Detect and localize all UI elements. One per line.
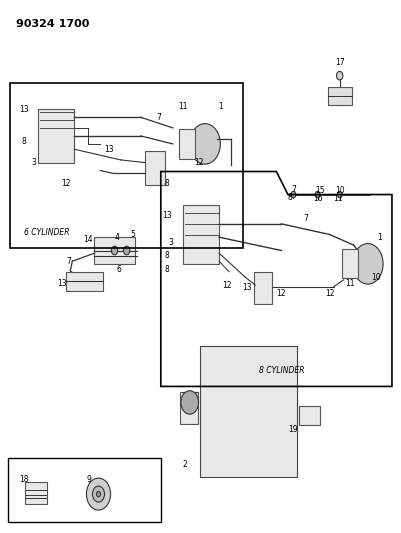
Text: 10: 10	[334, 186, 344, 195]
Text: 6: 6	[116, 265, 121, 273]
Text: 8 CYLINDER: 8 CYLINDER	[259, 366, 304, 375]
Text: 13: 13	[162, 212, 171, 220]
Bar	[38, 109, 74, 163]
Text: 14: 14	[83, 236, 93, 244]
Text: 11: 11	[344, 279, 354, 288]
Bar	[94, 237, 134, 264]
Bar	[182, 205, 219, 264]
Text: 13: 13	[242, 284, 251, 292]
Bar	[10, 83, 243, 248]
Text: 11: 11	[332, 194, 342, 203]
Text: 7: 7	[302, 214, 307, 223]
Bar	[8, 458, 160, 522]
Text: 16: 16	[312, 194, 322, 203]
Text: 3: 3	[168, 238, 173, 247]
Text: 6 CYLINDER: 6 CYLINDER	[24, 228, 69, 237]
Text: 12: 12	[194, 158, 203, 167]
Bar	[178, 129, 194, 159]
Text: 90324 1700: 90324 1700	[16, 19, 89, 29]
Text: 4: 4	[114, 233, 119, 241]
Circle shape	[352, 244, 382, 284]
Circle shape	[111, 246, 117, 255]
Text: 2: 2	[182, 461, 187, 469]
Circle shape	[96, 491, 100, 497]
Circle shape	[92, 486, 104, 502]
Text: 8: 8	[286, 193, 291, 201]
Text: 8: 8	[164, 252, 169, 260]
Text: 10: 10	[370, 273, 380, 281]
Text: 15: 15	[314, 186, 324, 195]
Text: 13: 13	[103, 145, 113, 154]
Bar	[327, 86, 351, 106]
Bar	[341, 249, 357, 278]
Circle shape	[189, 124, 220, 164]
Text: 12: 12	[276, 289, 286, 297]
Text: 13: 13	[19, 105, 29, 114]
Bar	[254, 272, 272, 304]
Text: 12: 12	[222, 281, 231, 289]
Bar	[200, 346, 297, 474]
Text: 7: 7	[290, 185, 295, 193]
Text: 19: 19	[288, 425, 298, 433]
Circle shape	[290, 191, 295, 198]
Text: 17: 17	[334, 58, 344, 67]
Text: 12: 12	[61, 180, 71, 188]
Bar	[299, 406, 319, 425]
Text: 7: 7	[66, 257, 71, 265]
Bar	[66, 272, 102, 291]
Text: 11: 11	[178, 102, 187, 111]
Text: 12: 12	[324, 289, 334, 297]
Bar	[179, 392, 197, 424]
Text: 7: 7	[156, 113, 161, 122]
Text: 13: 13	[57, 279, 67, 288]
Bar	[200, 346, 296, 477]
Circle shape	[86, 478, 110, 510]
Text: 1: 1	[377, 233, 381, 241]
Text: 18: 18	[19, 475, 29, 484]
Text: 8: 8	[164, 265, 169, 273]
Bar	[144, 150, 164, 185]
Text: 3: 3	[32, 158, 36, 167]
Circle shape	[123, 246, 130, 255]
Circle shape	[180, 391, 198, 414]
Circle shape	[336, 71, 342, 80]
Text: 8: 8	[164, 180, 169, 188]
Circle shape	[336, 191, 341, 198]
Circle shape	[314, 191, 319, 198]
Bar	[25, 482, 47, 504]
Text: 8: 8	[22, 137, 26, 146]
Text: 1: 1	[217, 102, 222, 111]
Text: 9: 9	[86, 475, 91, 484]
Text: 5: 5	[130, 230, 135, 239]
